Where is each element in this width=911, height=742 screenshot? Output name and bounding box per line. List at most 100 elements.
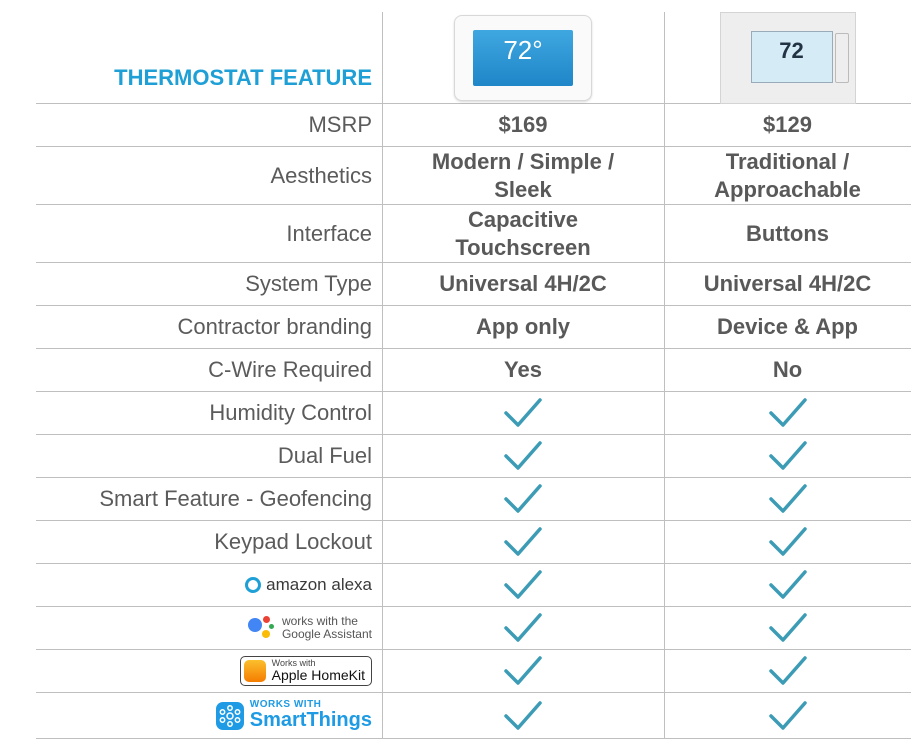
product-a-check-icon (382, 435, 664, 477)
product-a-thermostat-image: 72° (454, 14, 592, 101)
row-label: System Type (245, 271, 372, 296)
google-logo-cell: works with the Google Assistant (36, 607, 382, 649)
checkmark-icon (504, 484, 542, 513)
checkmark-icon (768, 484, 807, 513)
product-a-check-icon (382, 392, 664, 434)
product-b-check-icon (664, 435, 911, 477)
checkmark-icon (768, 700, 807, 730)
apple-homekit-logo: Works with Apple HomeKit (239, 656, 372, 686)
product-a-check-icon (382, 650, 664, 692)
row-label: Smart Feature - Geofencing (99, 486, 372, 511)
table-row: MSRP $169 $129 (36, 104, 911, 147)
smartthings-logo-cell: WORKS WITH SmartThings (36, 693, 382, 738)
row-label: Dual Fuel (277, 443, 372, 468)
row-label: Contractor branding (177, 314, 372, 339)
product-b-check-icon (664, 564, 911, 606)
table-row: Aesthetics Modern / Simple / Sleek Tradi… (36, 147, 911, 205)
table-row-alexa: amazon alexa (36, 564, 911, 607)
product-a-image-cell: 72° (382, 12, 664, 103)
checkmark-icon (768, 398, 807, 427)
checkmark-icon (504, 700, 542, 730)
table-row-google: works with the Google Assistant (36, 607, 911, 650)
google-assistant-logo: works with the Google Assistant (247, 614, 372, 641)
column-divider (664, 12, 665, 738)
row-label: Aesthetics (270, 162, 373, 188)
product-b-screen: 72 (750, 30, 833, 83)
product-b-check-icon (664, 607, 911, 649)
table-row: Contractor branding App only Device & Ap… (36, 306, 911, 349)
product-b-value: Traditional / Approachable (664, 147, 911, 204)
google-assistant-icon (247, 616, 274, 640)
table-row: Keypad Lockout (36, 521, 911, 564)
checkmark-icon (768, 613, 807, 642)
product-a-value: Yes (504, 357, 542, 382)
product-a-temp: 72° (503, 34, 543, 65)
table-row-homekit: Works with Apple HomeKit (36, 650, 911, 693)
alexa-ring-icon (245, 577, 262, 593)
column-divider (382, 12, 383, 738)
checkmark-icon (504, 570, 542, 599)
product-a-value: Capacitive Touchscreen (382, 205, 664, 262)
page-title: THERMOSTAT FEATURE (114, 65, 372, 90)
product-a-value: App only (475, 314, 571, 339)
checkmark-icon (504, 398, 542, 427)
google-line2: Google Assistant (281, 627, 372, 641)
product-a-check-icon (382, 607, 664, 649)
checkmark-icon (504, 656, 542, 685)
table-row: Smart Feature - Geofencing (36, 478, 911, 521)
checkmark-icon (768, 656, 807, 685)
product-b-thermostat-image: 72 (719, 11, 856, 104)
product-a-value: $169 (498, 112, 548, 137)
row-label: C-Wire Required (208, 357, 372, 382)
product-b-value: Device & App (716, 314, 858, 339)
homekit-logo-cell: Works with Apple HomeKit (36, 650, 382, 692)
smartthings-small-text: WORKS WITH (249, 699, 322, 710)
product-b-image-cell: 72 (664, 11, 911, 104)
header-title-cell: THERMOSTAT FEATURE (36, 12, 382, 103)
alexa-logo-text: amazon alexa (266, 575, 372, 594)
alexa-logo: amazon alexa (245, 575, 372, 595)
product-b-value: No (772, 357, 803, 382)
smartthings-big-text: SmartThings (249, 709, 372, 731)
product-a-check-icon (382, 564, 664, 606)
product-a-value-text: Modern / Simple / Sleek (431, 148, 615, 202)
checkmark-icon (504, 441, 542, 470)
smartthings-logo: WORKS WITH SmartThings (215, 699, 372, 731)
checkmark-icon (504, 527, 542, 556)
table-row: Humidity Control (36, 392, 911, 435)
smartthings-icon (215, 701, 244, 730)
product-b-value-text: Traditional / Approachable (714, 148, 861, 202)
product-b-check-icon (664, 392, 911, 434)
table-row: C-Wire Required Yes No (36, 349, 911, 392)
header-row: THERMOSTAT FEATURE 72° 72 (36, 11, 911, 104)
product-b-temp: 72 (779, 37, 804, 63)
product-a-check-icon (382, 478, 664, 520)
product-b-check-icon (664, 693, 911, 738)
product-b-check-icon (664, 521, 911, 563)
product-b-value: Buttons (745, 220, 830, 246)
homekit-big-text: Apple HomeKit (271, 667, 365, 683)
table-row-smartthings: WORKS WITH SmartThings (36, 693, 911, 739)
table-row: System Type Universal 4H/2C Universal 4H… (36, 263, 911, 306)
product-a-check-icon (382, 521, 664, 563)
checkmark-icon (768, 441, 807, 470)
product-a-screen: 72° (473, 29, 573, 86)
product-b-value: $129 (763, 112, 812, 137)
homekit-small-text: Works with (271, 658, 316, 668)
row-label: Humidity Control (209, 400, 372, 425)
product-a-value-text: Capacitive Touchscreen (455, 206, 591, 260)
homekit-icon (243, 660, 266, 682)
product-a-value: Modern / Simple / Sleek (382, 147, 664, 204)
checkmark-icon (768, 570, 807, 599)
product-a-value: Universal 4H/2C (439, 271, 607, 296)
product-b-value: Universal 4H/2C (703, 271, 872, 296)
table-row: Dual Fuel (36, 435, 911, 478)
google-line1: works with the (281, 614, 358, 628)
product-b-check-icon (664, 478, 911, 520)
product-b-buttons (834, 32, 849, 83)
checkmark-icon (768, 527, 807, 556)
row-label: Interface (286, 220, 372, 246)
row-label: Keypad Lockout (214, 529, 372, 554)
checkmark-icon (504, 613, 542, 642)
table-row: Interface Capacitive Touchscreen Buttons (36, 205, 911, 263)
